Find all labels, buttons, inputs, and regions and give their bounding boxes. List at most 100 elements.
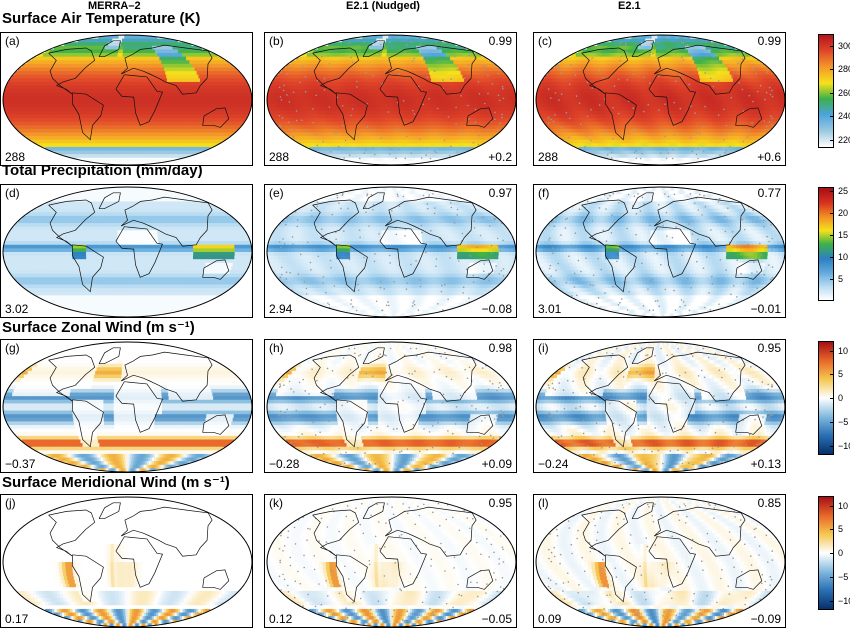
correlation-value: 0.99 (489, 34, 512, 48)
colorbar-tick-label: 20 (838, 208, 848, 218)
globe-map (1, 33, 253, 166)
colorbar-tick-label: 240 (838, 111, 850, 121)
panel-label: (e) (269, 186, 284, 200)
global-mean-value: 0.17 (5, 612, 28, 626)
colorbar-tick-mark (830, 69, 834, 70)
colorbar-tick-mark (830, 601, 834, 602)
colorbar-tick-mark (830, 213, 834, 214)
global-mean-value: 2.94 (269, 302, 292, 316)
bias-value: −0.09 (751, 612, 781, 626)
map-panel: (g) −0.37 (0, 339, 253, 473)
panel-label: (i) (538, 341, 549, 355)
colorbar-tick-label: 5 (838, 369, 843, 379)
globe-map (265, 33, 517, 166)
globe-map (534, 340, 786, 473)
panel-label: (j) (5, 496, 16, 510)
colorbar-tick-label: −5 (838, 572, 848, 582)
colorbar-tick-label: 260 (838, 88, 850, 98)
global-mean-value: 288 (5, 150, 25, 164)
bias-value: −0.01 (751, 302, 781, 316)
colorbar-tick-mark (830, 235, 834, 236)
colorbar-tick-label: −10 (838, 441, 850, 451)
panel-label: (g) (5, 341, 20, 355)
bias-value: +0.6 (757, 150, 781, 164)
row-title-meridional-wind: Surface Meridional Wind (m s⁻¹) (2, 473, 230, 491)
map-panel: (h) 0.98 −0.28 +0.09 (264, 339, 517, 473)
colorbar-tick-mark (830, 446, 834, 447)
global-mean-value: 0.09 (538, 612, 561, 626)
global-mean-value: −0.37 (5, 457, 35, 471)
column-title-e21: E2.1 (618, 0, 641, 12)
correlation-value: 0.98 (489, 341, 512, 355)
bias-value: +0.09 (482, 457, 512, 471)
globe-map (1, 495, 253, 628)
global-mean-value: 3.01 (538, 302, 561, 316)
colorbar-tick-mark (830, 351, 834, 352)
correlation-value: 0.85 (758, 496, 781, 510)
colorbar-tick-mark (830, 422, 834, 423)
colorbar-tick-label: 10 (838, 252, 848, 262)
colorbar-tick-mark (830, 506, 834, 507)
global-mean-value: 3.02 (5, 302, 28, 316)
globe-map (1, 340, 253, 473)
colorbar-tick-mark (830, 46, 834, 47)
global-mean-value: −0.24 (538, 457, 568, 471)
map-panel: (d) 3.02 (0, 184, 253, 318)
bias-value: +0.2 (488, 150, 512, 164)
globe-map (534, 495, 786, 628)
panel-label: (k) (269, 496, 283, 510)
colorbar-tick-label: 15 (838, 230, 848, 240)
map-panel: (i)0.95−0.24+0.13 (533, 339, 786, 473)
global-mean-value: 288 (269, 150, 289, 164)
colorbar-tick-label: 280 (838, 64, 850, 74)
row-title-temperature: Surface Air Temperature (K) (2, 10, 200, 27)
colorbar-tick-label: 10 (838, 346, 848, 356)
panel-label: (f) (538, 186, 549, 200)
colorbar-tick-label: 0 (838, 548, 843, 558)
globe-map (265, 340, 517, 473)
colorbar-tick-label: 0 (838, 393, 843, 403)
colorbar (818, 187, 834, 301)
colorbar-tick-label: 5 (838, 524, 843, 534)
correlation-value: 0.99 (758, 34, 781, 48)
bias-value: −0.08 (482, 302, 512, 316)
bias-value: +0.13 (751, 457, 781, 471)
colorbar-tick-label: −10 (838, 596, 850, 606)
colorbar (818, 34, 834, 148)
global-mean-value: −0.28 (269, 457, 299, 471)
row-title-zonal-wind: Surface Zonal Wind (m s⁻¹) (2, 318, 195, 336)
map-panel: (b) 0.99 288 +0.2 (264, 32, 517, 166)
colorbar-tick-label: 5 (838, 274, 843, 284)
global-mean-value: 0.12 (269, 612, 292, 626)
colorbar-tick-mark (830, 93, 834, 94)
globe-map (265, 185, 517, 318)
panel-label: (c) (538, 34, 552, 48)
colorbar-tick-label: −5 (838, 417, 848, 427)
colorbar-tick-mark (830, 374, 834, 375)
map-panel: (a)288 (0, 32, 253, 166)
colorbar-tick-mark (830, 140, 834, 141)
colorbar-tick-mark (830, 257, 834, 258)
colorbar-tick-label: 300 (838, 41, 850, 51)
colorbar-tick-label: 10 (838, 501, 848, 511)
panel-label: (b) (269, 34, 284, 48)
colorbar-tick-mark (830, 577, 834, 578)
colorbar-tick-mark (830, 529, 834, 530)
panel-label: (d) (5, 186, 20, 200)
globe-map (534, 33, 786, 166)
globe-map (265, 495, 517, 628)
panel-label: (l) (538, 496, 549, 510)
colorbar-tick-label: 220 (838, 135, 850, 145)
colorbar-tick-mark (830, 191, 834, 192)
colorbar-tick-mark (830, 398, 834, 399)
globe-map (1, 185, 253, 318)
map-panel: (l) 0.85 0.09 −0.09 (533, 494, 786, 628)
panel-label: (h) (269, 341, 284, 355)
colorbar-tick-mark (830, 279, 834, 280)
column-title-e21-nudged: E2.1 (Nudged) (346, 0, 420, 12)
globe-map (534, 185, 786, 318)
